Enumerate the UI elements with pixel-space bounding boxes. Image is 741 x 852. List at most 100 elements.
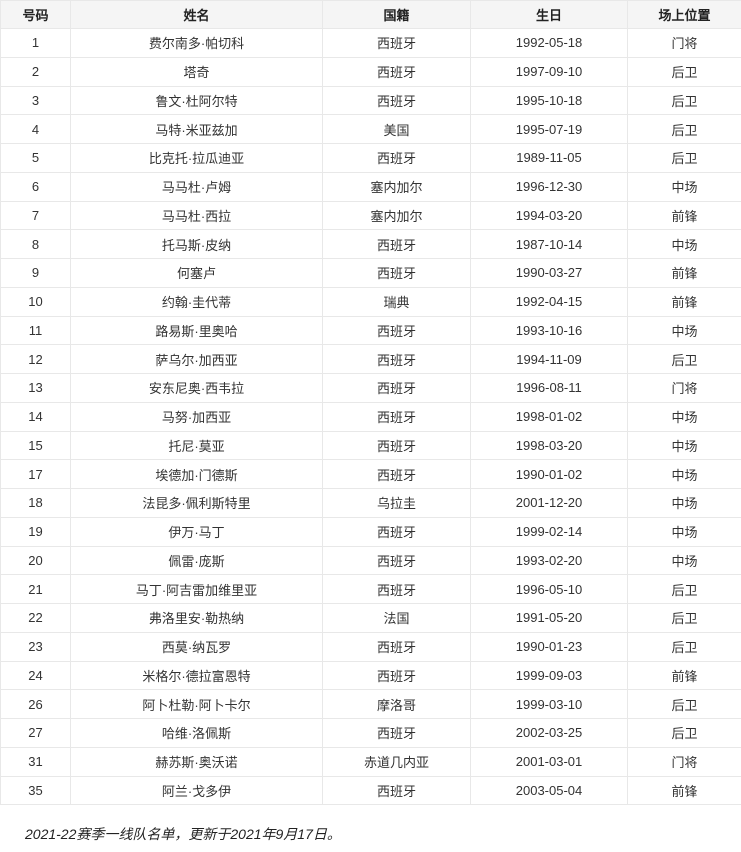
table-cell: 费尔南多·帕切科: [70, 28, 323, 58]
table-cell: 2: [0, 56, 71, 87]
table-cell: 1998-01-02: [470, 401, 628, 432]
table-cell: 哈维·洛佩斯: [70, 718, 323, 748]
table-cell: 西班牙: [322, 430, 471, 461]
table-cell: 前锋: [627, 258, 741, 288]
table-cell: 31: [0, 746, 71, 777]
header-position: 场上位置: [627, 0, 741, 29]
table-cell: 鲁文·杜阿尔特: [70, 85, 323, 116]
table-cell: 22: [0, 603, 71, 633]
table-row: 22 弗洛里安·勒热纳 法国 1991-05-20 后卫: [0, 603, 741, 633]
table-cell: 何塞卢: [70, 258, 323, 288]
table-cell: 马马杜·卢姆: [70, 171, 323, 202]
table-cell: 后卫: [627, 143, 741, 173]
table-cell: 西班牙: [322, 545, 471, 576]
table-cell: 塞内加尔: [322, 171, 471, 202]
table-row: 24 米格尔·德拉富恩特 西班牙 1999-09-03 前锋: [0, 660, 741, 691]
table-cell: 西班牙: [322, 459, 471, 489]
table-row: 31 赫苏斯·奥沃诺 赤道几内亚 2001-03-01 门将: [0, 746, 741, 777]
table-cell: 后卫: [627, 574, 741, 604]
table-cell: 塞内加尔: [322, 200, 471, 231]
table-cell: 前锋: [627, 286, 741, 317]
header-nationality: 国籍: [322, 0, 471, 29]
table-cell: 1994-11-09: [470, 344, 628, 374]
table-cell: 法昆多·佩利斯特里: [70, 488, 323, 518]
table-row: 18 法昆多·佩利斯特里 乌拉圭 2001-12-20 中场: [0, 488, 741, 518]
table-row: 14 马努·加西亚 西班牙 1998-01-02 中场: [0, 401, 741, 432]
table-cell: 马努·加西亚: [70, 401, 323, 432]
table-cell: 法国: [322, 603, 471, 633]
table-cell: 门将: [627, 746, 741, 777]
squad-table-body: 1 费尔南多·帕切科 西班牙 1992-05-18 门将 2 塔奇 西班牙 1997-09-10…: [0, 28, 741, 806]
table-cell: 中场: [627, 171, 741, 202]
table-cell: 西班牙: [322, 28, 471, 58]
table-cell: 5: [0, 143, 71, 173]
table-row: 9 何塞卢 西班牙 1990-03-27 前锋: [0, 258, 741, 288]
table-cell: 23: [0, 631, 71, 662]
table-cell: 门将: [627, 28, 741, 58]
table-cell: 18: [0, 488, 71, 518]
table-cell: 托尼·莫亚: [70, 430, 323, 461]
table-cell: 1996-05-10: [470, 574, 628, 604]
table-cell: 托马斯·皮纳: [70, 229, 323, 259]
table-row: 3 鲁文·杜阿尔特 西班牙 1995-10-18 后卫: [0, 85, 741, 116]
table-cell: 后卫: [627, 344, 741, 374]
table-cell: 2001-03-01: [470, 746, 628, 777]
squad-table: 号码 姓名 国籍 生日 场上位置 1 费尔南多·帕切科 西班牙 1992-05-18 门…: [0, 0, 741, 806]
table-cell: 1998-03-20: [470, 430, 628, 461]
table-cell: 安东尼奥·西韦拉: [70, 373, 323, 403]
table-cell: 20: [0, 545, 71, 576]
table-header-row: 号码 姓名 国籍 生日 场上位置: [0, 0, 741, 29]
table-cell: 1989-11-05: [470, 143, 628, 173]
table-row: 23 西莫·纳瓦罗 西班牙 1990-01-23 后卫: [0, 631, 741, 662]
table-cell: 35: [0, 775, 71, 806]
table-cell: 比克托·拉瓜迪亚: [70, 143, 323, 173]
table-cell: 西班牙: [322, 718, 471, 748]
table-cell: 西班牙: [322, 229, 471, 259]
table-cell: 1996-12-30: [470, 171, 628, 202]
table-cell: 前锋: [627, 200, 741, 231]
table-row: 27 哈维·洛佩斯 西班牙 2002-03-25 后卫: [0, 718, 741, 748]
table-cell: 2001-12-20: [470, 488, 628, 518]
table-cell: 3: [0, 85, 71, 116]
table-cell: 伊万·马丁: [70, 516, 323, 547]
table-cell: 13: [0, 373, 71, 403]
footnote: 2021-22赛季一线队名单，更新于2021年9月17日。: [25, 826, 341, 843]
table-cell: 西班牙: [322, 631, 471, 662]
table-cell: 21: [0, 574, 71, 604]
table-cell: 后卫: [627, 56, 741, 87]
table-cell: 10: [0, 286, 71, 317]
table-cell: 西班牙: [322, 344, 471, 374]
table-cell: 西班牙: [322, 574, 471, 604]
header-number: 号码: [0, 0, 71, 29]
table-cell: 1997-09-10: [470, 56, 628, 87]
header-birthday: 生日: [470, 0, 628, 29]
table-cell: 17: [0, 459, 71, 489]
table-cell: 前锋: [627, 775, 741, 806]
table-cell: 阿卜杜勒·阿卜卡尔: [70, 689, 323, 719]
table-cell: 1999-02-14: [470, 516, 628, 547]
table-row: 19 伊万·马丁 西班牙 1999-02-14 中场: [0, 516, 741, 547]
table-cell: 瑞典: [322, 286, 471, 317]
table-cell: 24: [0, 660, 71, 691]
table-cell: 马马杜·西拉: [70, 200, 323, 231]
table-cell: 后卫: [627, 689, 741, 719]
table-row: 11 路易斯·里奥哈 西班牙 1993-10-16 中场: [0, 315, 741, 346]
table-cell: 西班牙: [322, 56, 471, 87]
table-cell: 6: [0, 171, 71, 202]
table-cell: 米格尔·德拉富恩特: [70, 660, 323, 691]
table-cell: 赤道几内亚: [322, 746, 471, 777]
table-cell: 弗洛里安·勒热纳: [70, 603, 323, 633]
table-row: 17 埃德加·门德斯 西班牙 1990-01-02 中场: [0, 459, 741, 489]
table-cell: 26: [0, 689, 71, 719]
table-cell: 1993-02-20: [470, 545, 628, 576]
table-row: 10 约翰·圭代蒂 瑞典 1992-04-15 前锋: [0, 286, 741, 317]
table-cell: 1992-04-15: [470, 286, 628, 317]
table-cell: 西班牙: [322, 401, 471, 432]
table-cell: 中场: [627, 315, 741, 346]
table-cell: 12: [0, 344, 71, 374]
table-cell: 乌拉圭: [322, 488, 471, 518]
table-cell: 后卫: [627, 603, 741, 633]
table-cell: 中场: [627, 516, 741, 547]
table-row: 2 塔奇 西班牙 1997-09-10 后卫: [0, 56, 741, 87]
table-row: 21 马丁·阿吉雷加维里亚 西班牙 1996-05-10 后卫: [0, 574, 741, 604]
